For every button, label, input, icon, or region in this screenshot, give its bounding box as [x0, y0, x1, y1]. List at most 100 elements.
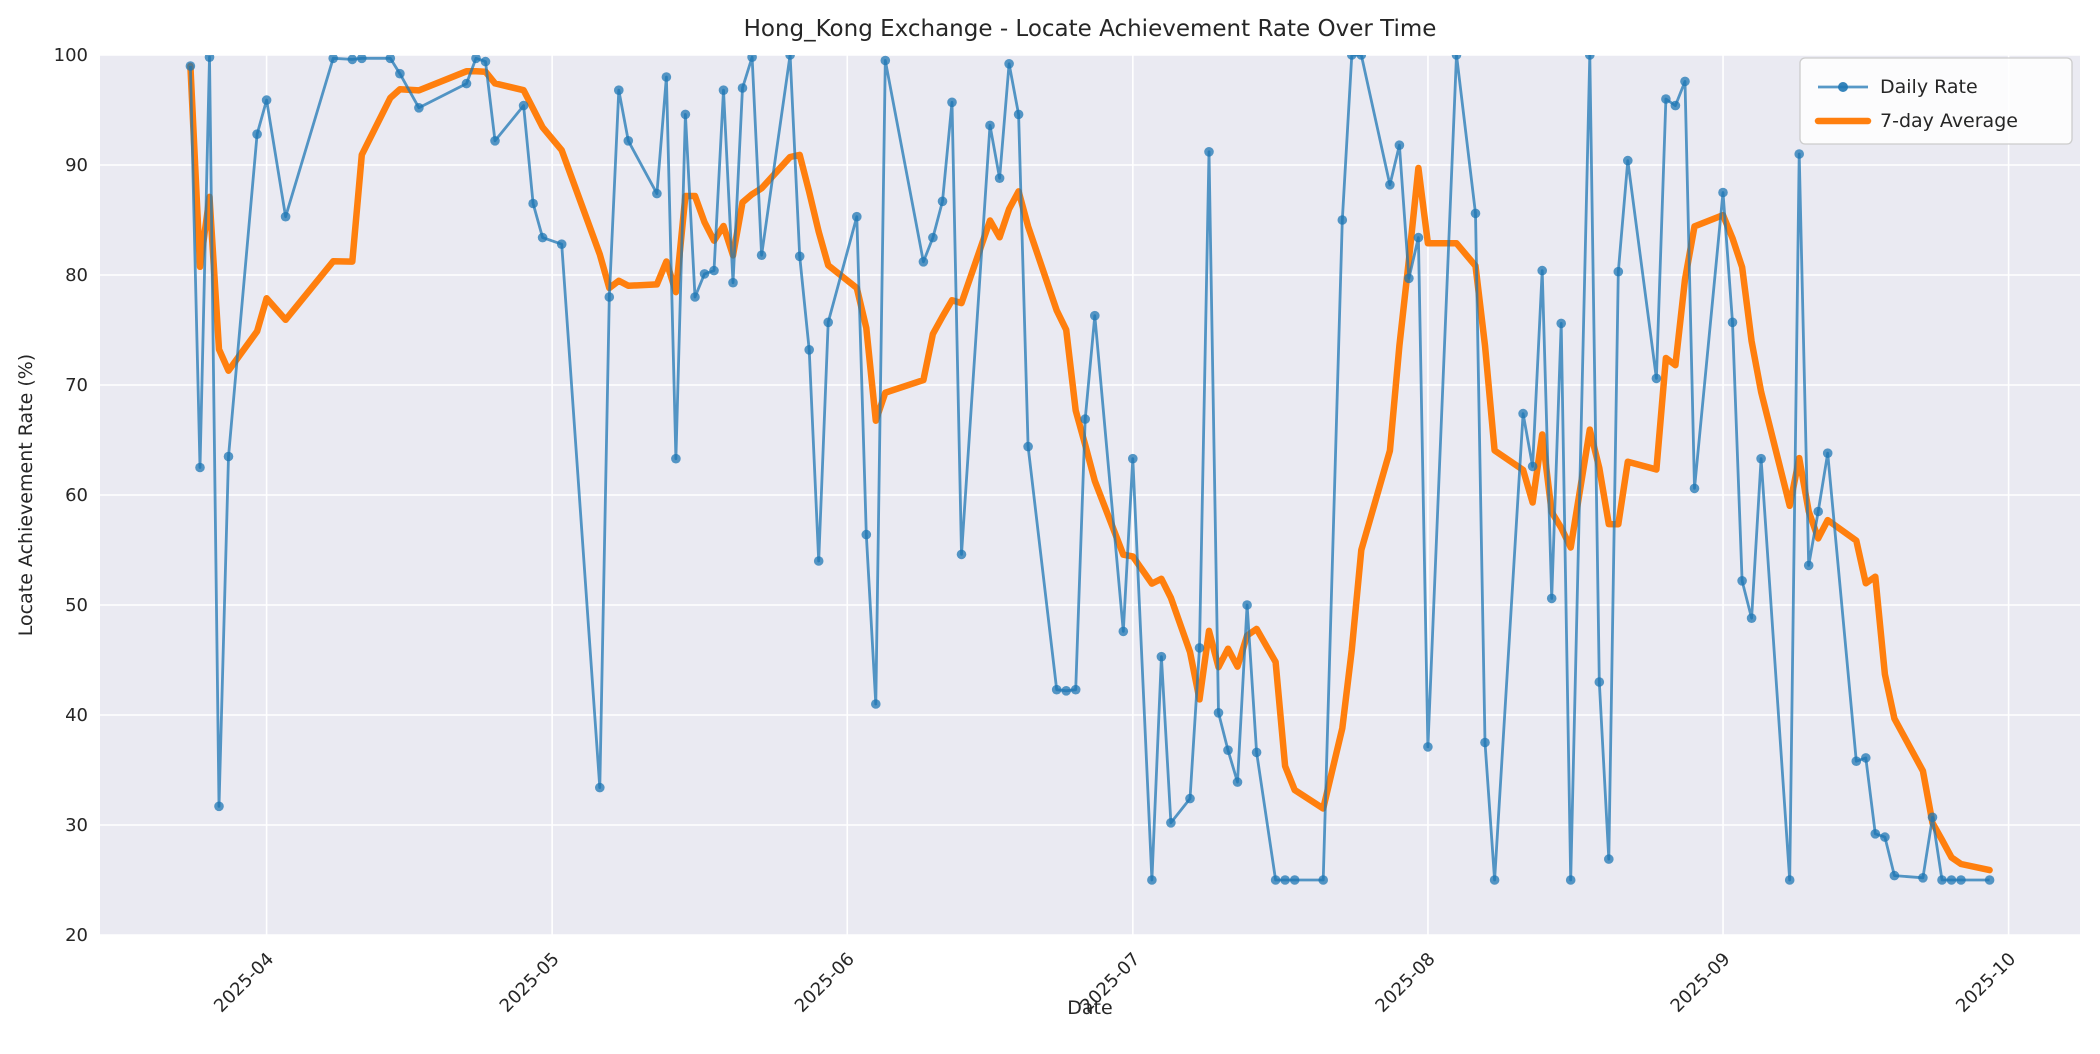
daily-rate-marker — [1927, 812, 1938, 823]
gridlines — [100, 54, 2080, 936]
y-tick-label: 100 — [54, 45, 88, 66]
daily-rate-marker — [385, 55, 396, 64]
y-tick-label: 40 — [65, 705, 88, 726]
seven-day-average-line — [187, 62, 1993, 874]
daily-rate-marker — [1613, 266, 1624, 277]
legend-label-daily-rate: Daily Rate — [1880, 76, 1978, 98]
daily-rate-marker — [718, 85, 729, 95]
daily-rate-marker — [1956, 875, 1966, 885]
daily-rate-marker — [252, 129, 262, 139]
daily-rate-marker — [661, 72, 672, 82]
daily-rate-marker — [1185, 793, 1195, 804]
daily-rate-marker — [747, 55, 757, 62]
daily-rate-marker — [1851, 756, 1862, 766]
daily-rate-marker — [1556, 318, 1566, 329]
daily-rate-marker — [728, 277, 738, 288]
daily-rate-marker — [1727, 317, 1738, 328]
daily-rate-marker — [1289, 875, 1300, 885]
daily-rate-marker — [1470, 208, 1481, 219]
daily-rate-legend-marker-icon — [1838, 82, 1848, 92]
daily-rate-marker — [699, 269, 710, 279]
daily-rate-marker — [680, 109, 691, 120]
daily-rate-marker — [537, 232, 548, 243]
daily-rate-marker — [1404, 273, 1414, 284]
daily-rate-marker — [709, 265, 719, 276]
daily-rate-marker — [1489, 875, 1500, 885]
daily-rate-marker — [1689, 483, 1700, 494]
daily-rate-marker — [994, 173, 1005, 183]
y-tick-label: 60 — [65, 485, 88, 506]
daily-rate-marker — [794, 251, 805, 262]
daily-rate-marker — [1784, 875, 1795, 885]
daily-rate-marker — [1661, 94, 1671, 104]
daily-rate-markers — [185, 55, 1995, 885]
daily-rate-marker — [1080, 414, 1090, 424]
daily-rate-marker — [852, 211, 862, 222]
daily-rate-marker — [1070, 684, 1081, 695]
daily-rate-marker — [871, 699, 881, 709]
daily-rate-marker — [956, 549, 967, 560]
daily-rate-marker — [1946, 875, 1957, 885]
daily-rate-marker — [1156, 651, 1167, 662]
daily-rate-marker — [1223, 745, 1233, 755]
daily-rate-marker — [357, 55, 367, 64]
y-tick-label: 50 — [65, 595, 88, 616]
daily-rate-marker — [1746, 613, 1757, 623]
daily-rate-marker — [1194, 643, 1205, 653]
daily-rate-marker — [1051, 684, 1062, 695]
daily-rate-marker — [1737, 576, 1747, 586]
daily-rate-marker — [785, 55, 795, 60]
y-tick-label: 70 — [65, 375, 88, 396]
daily-rate-marker — [1061, 686, 1071, 696]
daily-rate-marker — [1889, 870, 1900, 881]
daily-rate-marker — [756, 250, 767, 260]
y-tick-label: 80 — [65, 265, 88, 286]
daily-rate-marker — [1090, 310, 1100, 321]
daily-rate-marker — [1756, 453, 1766, 464]
daily-rate-marker — [1232, 777, 1243, 787]
daily-rate-marker — [928, 232, 938, 243]
daily-rate-marker — [1280, 875, 1290, 885]
y-tick-label: 20 — [65, 925, 88, 946]
daily-rate-marker — [1518, 408, 1528, 419]
daily-rate-marker — [652, 188, 662, 199]
daily-rate-marker — [1385, 180, 1395, 190]
daily-rate-marker — [1318, 875, 1328, 885]
daily-rate-marker — [528, 198, 538, 209]
daily-rate-marker — [1623, 155, 1633, 166]
daily-rate-marker — [261, 95, 272, 105]
daily-rate-marker — [1604, 854, 1614, 864]
daily-rate-marker — [918, 257, 929, 267]
daily-rate-marker — [985, 120, 995, 131]
legend: Daily Rate 7-day Average — [1799, 57, 2073, 145]
daily-rate-marker — [595, 782, 605, 793]
daily-rate-marker — [813, 556, 824, 566]
daily-rate-marker — [880, 55, 891, 66]
daily-rate-marker — [1423, 742, 1433, 752]
daily-rate-marker — [1004, 59, 1014, 69]
daily-rate-marker — [1565, 875, 1576, 885]
daily-rate-marker — [1337, 215, 1348, 225]
daily-rate-marker — [1128, 453, 1138, 464]
daily-rate-marker — [1880, 832, 1890, 842]
daily-rate-marker — [1813, 506, 1823, 517]
daily-rate-marker — [1585, 55, 1595, 60]
daily-rate-marker — [1861, 753, 1871, 763]
daily-rate-marker — [690, 292, 700, 302]
daily-rate-marker — [414, 103, 424, 113]
chart-title: Hong_Kong Exchange - Locate Achievement … — [744, 16, 1437, 42]
daily-rate-marker — [204, 55, 215, 62]
daily-rate-marker — [1527, 461, 1538, 472]
series-layer — [185, 55, 1995, 885]
daily-rate-marker — [1546, 593, 1557, 604]
daily-rate-marker — [1118, 626, 1129, 637]
daily-rate-marker — [1242, 600, 1252, 610]
daily-rate-marker — [823, 317, 833, 328]
daily-rate-marker — [1394, 140, 1405, 150]
daily-rate-marker — [1213, 708, 1224, 718]
daily-rate-marker — [1013, 109, 1024, 120]
daily-rate-marker — [1794, 149, 1804, 159]
y-axis-label: Locate Achievement Rate (%) — [15, 354, 37, 636]
daily-rate-marker — [195, 462, 205, 473]
daily-rate-marker — [671, 453, 681, 464]
